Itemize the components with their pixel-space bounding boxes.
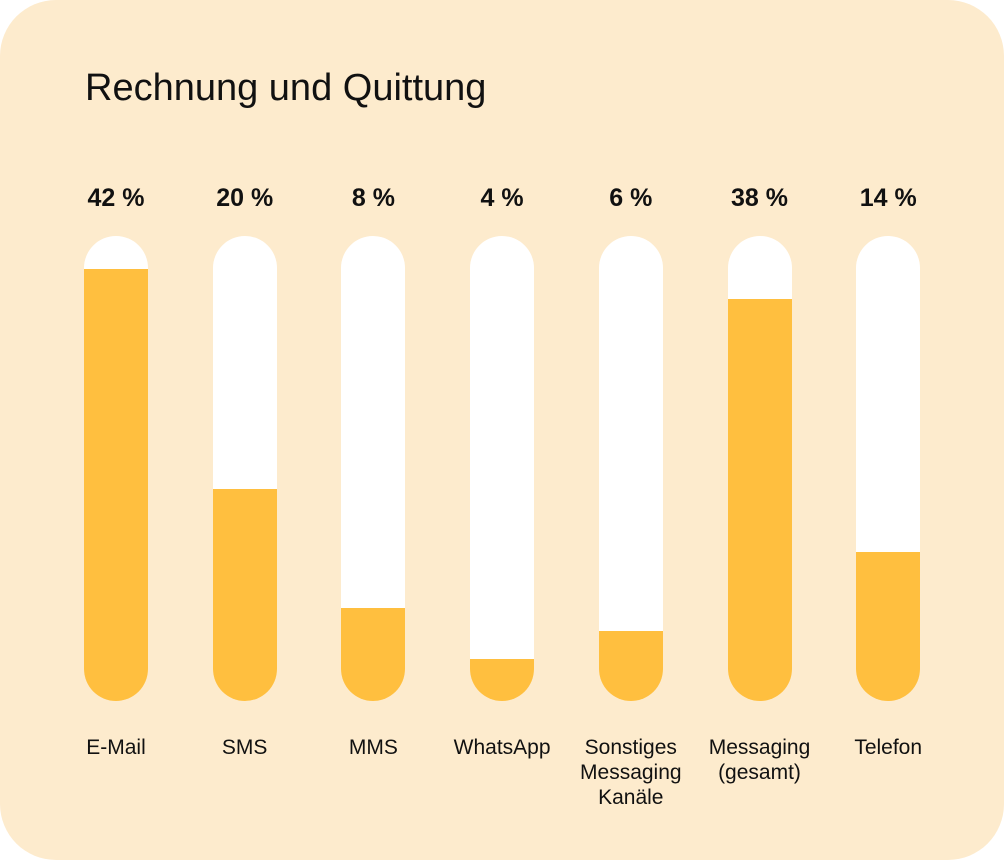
bar-category-line: E-Mail: [86, 736, 146, 759]
bar-column: 38 % Messaging (gesamt): [695, 0, 825, 860]
bar-column: 14 % Telefon: [823, 0, 953, 860]
bar-category-line: Messaging: [580, 761, 682, 784]
bar-fill: [856, 552, 921, 701]
bar-category-label: SMS: [170, 735, 320, 760]
bar-category-label: Telefon: [813, 735, 963, 760]
bar-track: [212, 236, 277, 701]
bar-category-label: WhatsApp: [427, 735, 577, 760]
bar-category-line: WhatsApp: [453, 736, 551, 759]
bar-category-line: Telefon: [854, 736, 923, 759]
bar-value-label: 42 %: [87, 184, 145, 212]
bar-fill: [727, 299, 792, 701]
bar-track: [727, 236, 792, 701]
bar-value-label: 8 %: [351, 184, 395, 212]
bar-track: [341, 236, 406, 701]
bar-fill: [84, 269, 148, 701]
chart-title: Rechnung und Quittung: [85, 67, 487, 109]
bar-category-line: Sonstiges: [584, 736, 677, 759]
bar-fill: [212, 489, 277, 701]
bar-category-line: (gesamt): [718, 761, 801, 784]
bar-column: 20 % SMS: [180, 0, 310, 860]
bar-track: [856, 236, 921, 701]
bar-category-label: MMS: [298, 735, 448, 760]
bar-value-label: 14 %: [859, 184, 917, 212]
bar-category-line: MMS: [348, 736, 398, 759]
bar-category-label: Sonstiges Messaging Kanäle: [556, 735, 706, 810]
bar-fill: [341, 608, 406, 701]
bar-track: [470, 236, 535, 701]
bar-category-line: Messaging: [708, 736, 811, 759]
bar-category-label: Messaging (gesamt): [685, 735, 835, 785]
bar-track: [598, 236, 663, 701]
bar-category-line: Kanäle: [598, 786, 664, 809]
bar-column: 4 % WhatsApp: [437, 0, 567, 860]
bar-value-label: 6 %: [609, 184, 653, 212]
bar-category-label: E-Mail: [41, 735, 191, 760]
bar-fill: [470, 659, 535, 701]
bar-track: [84, 236, 148, 701]
bar-column: 6 % Sonstiges Messaging Kanäle: [566, 0, 696, 860]
bar-column: 42 % E-Mail: [51, 0, 181, 860]
bar-column: 8 % MMS: [308, 0, 438, 860]
bar-value-label: 38 %: [731, 184, 788, 212]
bar-category-line: SMS: [221, 736, 268, 759]
bar-value-label: 4 %: [480, 184, 524, 212]
bar-value-label: 20 %: [216, 184, 274, 212]
bar-fill: [598, 631, 663, 701]
